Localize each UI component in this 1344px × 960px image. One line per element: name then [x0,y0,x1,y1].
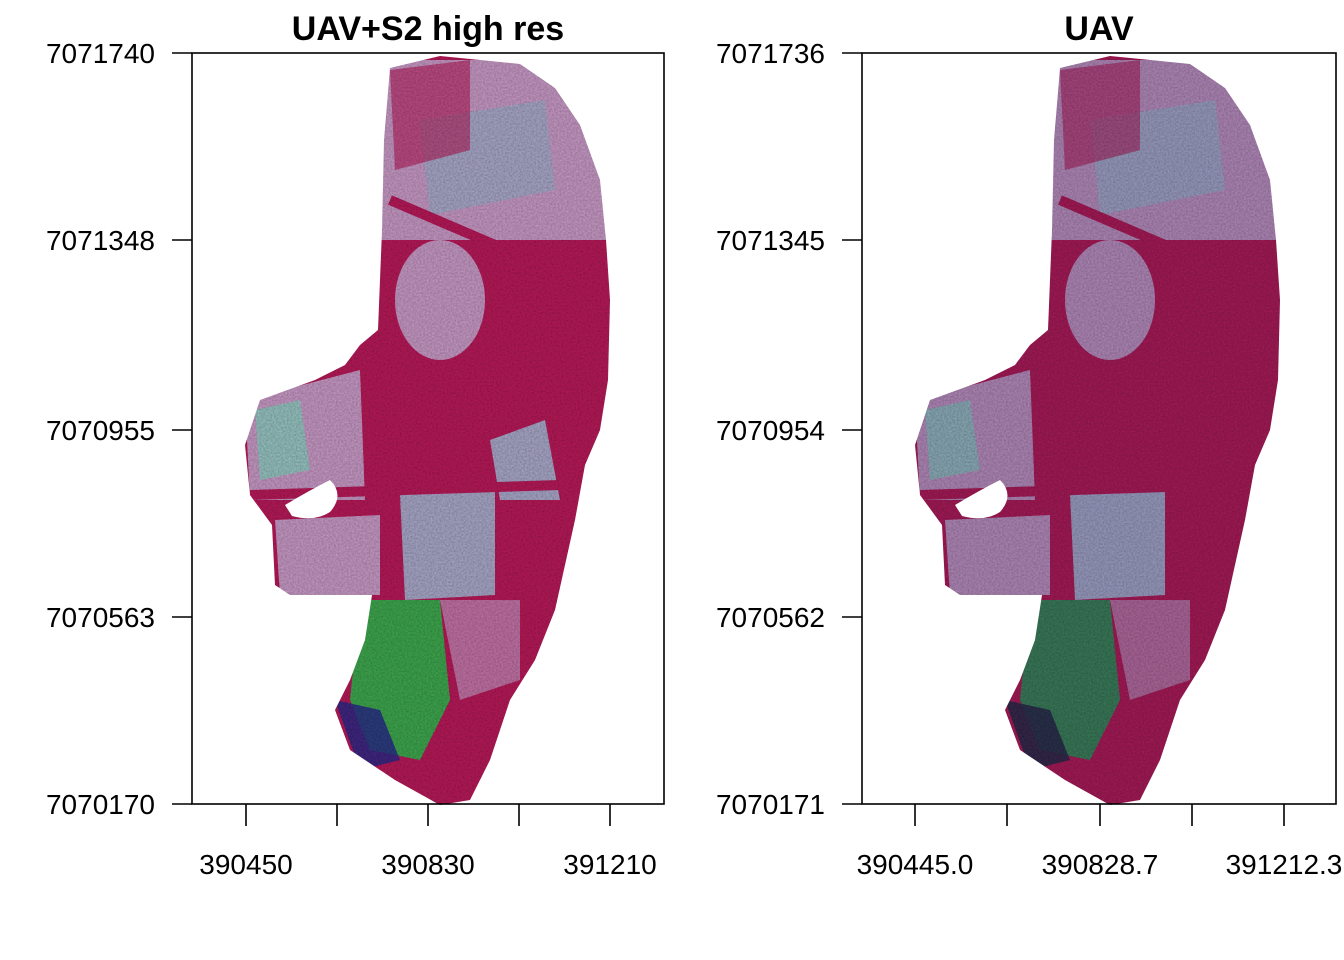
panel-1: UAV+S2 high res 7071740 [46,10,665,880]
raster-road-north [1058,195,1272,295]
y-tick-label: 7071736 [716,38,825,69]
panel-title: UAV+S2 high res [292,10,564,48]
panel-2: UAV [716,10,1342,880]
x-tick-label: 390450 [199,849,292,880]
raster-field-east [1160,420,1230,500]
y-axis: 7071740 7071348 7070955 7070563 7070170 [46,38,192,820]
y-tick-label: 7070170 [46,789,155,820]
raster-sw-area [945,515,1050,595]
y-tick-label: 7070954 [716,415,825,446]
plot-frame [861,52,1337,805]
map-raster [245,56,610,805]
y-tick-label: 7071348 [46,225,155,256]
raster-west-cyan [255,400,310,480]
raster-road-middle [919,480,1231,500]
raster-south-light [1110,600,1190,700]
y-tick-label: 7070563 [46,602,155,633]
raster-road-north [388,195,602,295]
x-tick-label: 391212.3 [1226,849,1343,880]
raster-south-light [440,600,520,700]
map-gap [285,480,338,519]
map-raster [915,56,1280,805]
x-axis: 390450 390830 391210 [199,804,657,880]
y-tick-label: 7071740 [46,38,155,69]
y-tick-label: 7071345 [716,225,825,256]
raster-clearing [1065,240,1155,360]
raster-sw-area [275,515,380,595]
x-axis: 390445.0 390828.7 391212.3 [857,804,1343,880]
y-axis: 7071736 7071345 7070954 7070562 7070171 [716,38,862,820]
raster-field-east [490,420,560,500]
raster-north-strip [1060,60,1140,170]
raster-clearing [395,240,485,360]
x-tick-label: 390828.7 [1042,849,1159,880]
x-tick-label: 390445.0 [857,849,974,880]
raster-field-south [400,490,495,600]
y-tick-label: 7070955 [46,415,155,446]
x-tick-label: 390830 [381,849,474,880]
raster-south-dark [335,700,400,770]
raster-west-cyan [925,400,980,480]
raster-south-dark [1005,700,1070,770]
y-tick-label: 7070171 [716,789,825,820]
y-tick-label: 7070562 [716,602,825,633]
x-tick-label: 391210 [563,849,656,880]
raster-road-middle [249,480,561,500]
raster-field-south [1070,490,1165,600]
raster-north-strip [390,60,470,170]
panel-title: UAV [1064,10,1134,48]
map-gap [955,480,1008,519]
